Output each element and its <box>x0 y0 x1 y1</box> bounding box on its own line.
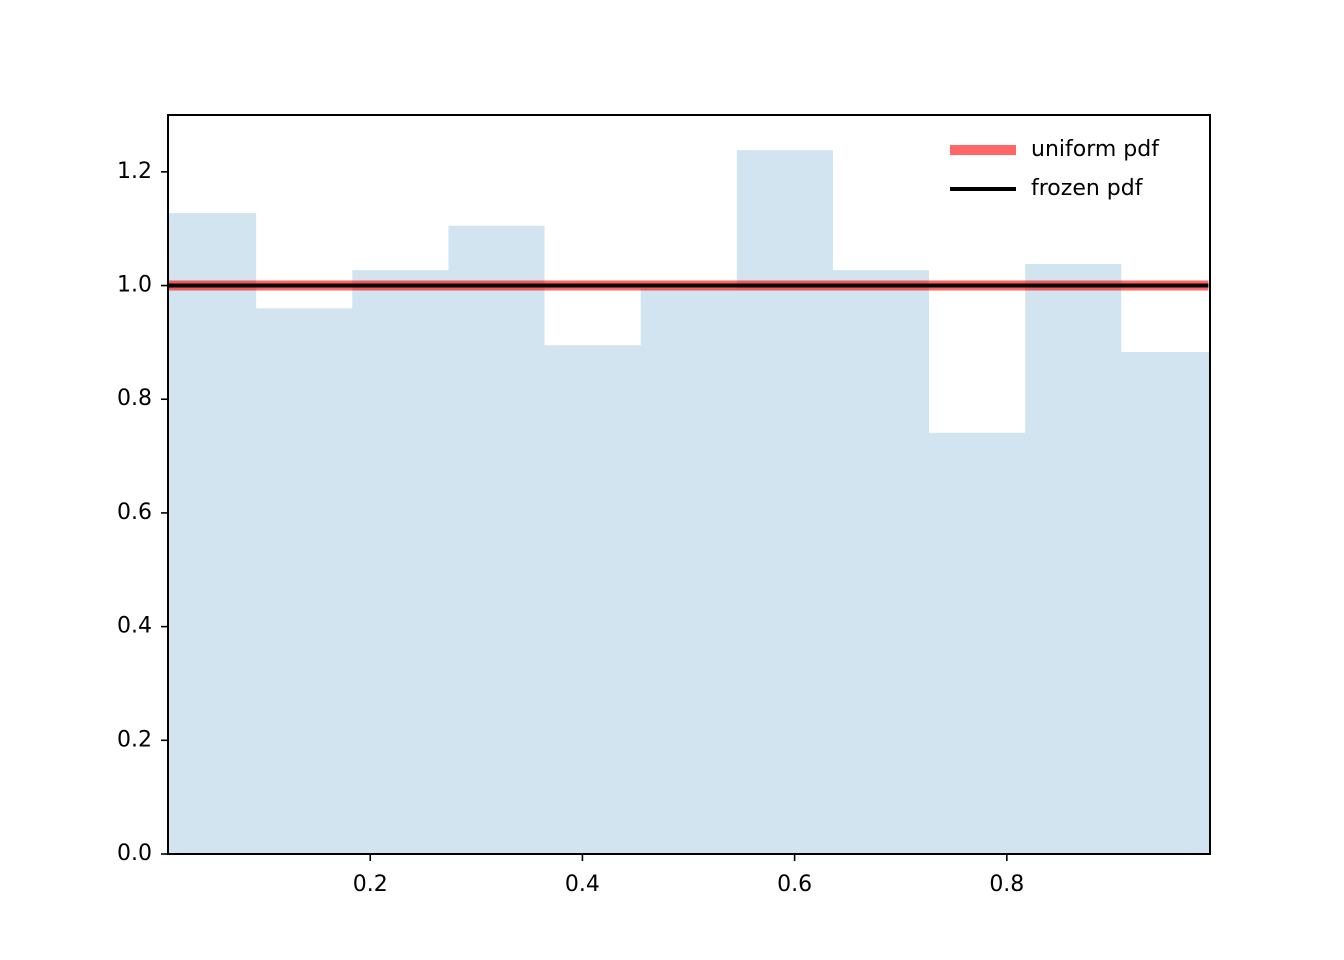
histogram-bar <box>1025 263 1122 854</box>
histogram-bar <box>640 288 737 854</box>
histogram-bar <box>832 270 930 854</box>
histogram-bar <box>544 345 641 854</box>
y-tick-label: 0.4 <box>117 614 152 639</box>
y-tick-label: 0.8 <box>117 386 152 411</box>
y-tick-label: 0.0 <box>117 841 152 866</box>
y-tick-label: 0.6 <box>117 500 152 525</box>
y-tick-label: 0.2 <box>117 727 152 752</box>
plot-area <box>168 150 1210 854</box>
histogram-bar <box>352 270 449 854</box>
axes-frame <box>167 114 1211 855</box>
x-tick-label: 0.8 <box>989 872 1024 897</box>
x-tick-label: 0.4 <box>565 872 600 897</box>
histogram-bar <box>256 308 353 854</box>
y-tick-label: 1.0 <box>117 273 152 298</box>
legend-label: uniform pdf <box>1031 137 1160 162</box>
histogram-bar <box>1121 352 1210 854</box>
x-tick-label: 0.2 <box>353 872 388 897</box>
histogram-bar <box>448 225 545 854</box>
x-tick-label: 0.6 <box>777 872 812 897</box>
histogram-bar <box>929 432 1026 854</box>
histogram-bar <box>736 150 833 854</box>
histogram-bar <box>168 213 257 854</box>
legend-label: frozen pdf <box>1031 176 1144 201</box>
y-tick-label: 1.2 <box>117 159 152 184</box>
